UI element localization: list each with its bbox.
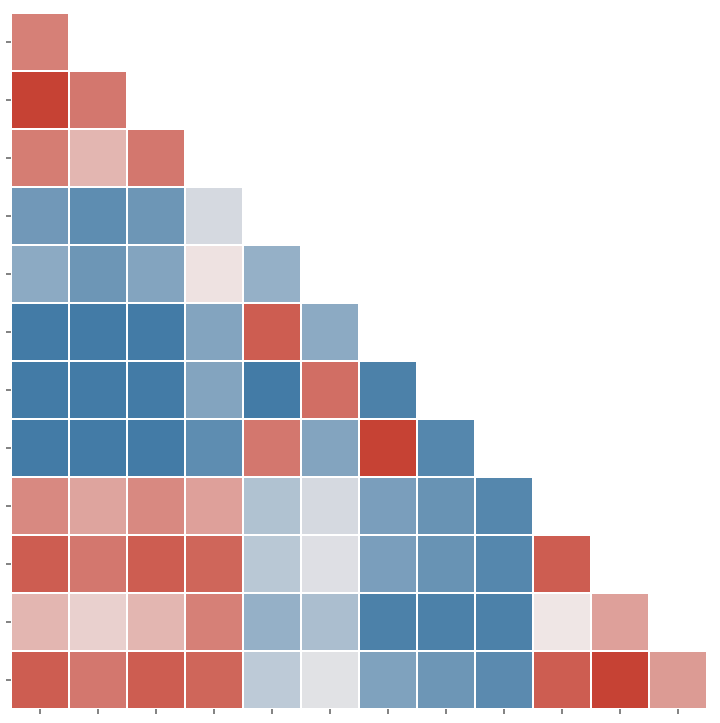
heatmap-cell-r6-c5 [242, 302, 302, 362]
heatmap-cell-r11-c6 [300, 592, 360, 652]
heatmap-cell-r5-c1 [10, 244, 70, 304]
heatmap-cell-r8-c3 [126, 418, 186, 478]
heatmap-cell-r11-c10 [532, 592, 592, 652]
heatmap-cell-r10-c5 [242, 534, 302, 594]
heatmap-cell-r10-c9 [474, 534, 534, 594]
heatmap-cell-r7-c5 [242, 360, 302, 420]
heatmap-cell-r4-c2 [68, 186, 128, 246]
heatmap-cell-r7-c6 [300, 360, 360, 420]
heatmap-cell-r7-c3 [126, 360, 186, 420]
heatmap-cell-r5-c2 [68, 244, 128, 304]
heatmap-cell-r3-c2 [68, 128, 128, 188]
heatmap-cell-r9-c7 [358, 476, 418, 536]
heatmap-cell-r7-c2 [68, 360, 128, 420]
heatmap-cell-r4-c3 [126, 186, 186, 246]
heatmap-cell-r8-c2 [68, 418, 128, 478]
heatmap-cell-r5-c4 [184, 244, 244, 304]
heatmap-cell-r4-c1 [10, 186, 70, 246]
heatmap-cell-r2-c2 [68, 70, 128, 130]
heatmap-cell-r12-c10 [532, 650, 592, 710]
heatmap-cell-r10-c3 [126, 534, 186, 594]
heatmap-cell-r12-c3 [126, 650, 186, 710]
heatmap-cell-r11-c7 [358, 592, 418, 652]
heatmap-cell-r3-c3 [126, 128, 186, 188]
heatmap-cell-r8-c5 [242, 418, 302, 478]
heatmap-cell-r5-c3 [126, 244, 186, 304]
heatmap-cell-r12-c2 [68, 650, 128, 710]
heatmap-cell-r12-c4 [184, 650, 244, 710]
heatmap-cell-r12-c7 [358, 650, 418, 710]
heatmap-cell-r10-c7 [358, 534, 418, 594]
heatmap-cell-r11-c4 [184, 592, 244, 652]
heatmap-cell-r10-c6 [300, 534, 360, 594]
heatmap-cells [10, 12, 708, 710]
heatmap-cell-r6-c3 [126, 302, 186, 362]
heatmap-cell-r9-c6 [300, 476, 360, 536]
heatmap-cell-r11-c8 [416, 592, 476, 652]
heatmap-cell-r11-c11 [590, 592, 650, 652]
heatmap-cell-r9-c4 [184, 476, 244, 536]
heatmap-cell-r6-c4 [184, 302, 244, 362]
heatmap-cell-r12-c8 [416, 650, 476, 710]
heatmap-cell-r11-c9 [474, 592, 534, 652]
heatmap-cell-r6-c2 [68, 302, 128, 362]
heatmap-cell-r9-c5 [242, 476, 302, 536]
heatmap-cell-r11-c3 [126, 592, 186, 652]
heatmap-cell-r11-c5 [242, 592, 302, 652]
y-axis-ticks [6, 41, 11, 681]
heatmap-cell-r8-c4 [184, 418, 244, 478]
heatmap-cell-r10-c2 [68, 534, 128, 594]
heatmap-cell-r7-c7 [358, 360, 418, 420]
heatmap-cell-r12-c11 [590, 650, 650, 710]
heatmap-cell-r8-c6 [300, 418, 360, 478]
heatmap-cell-r11-c1 [10, 592, 70, 652]
heatmap-cell-r10-c10 [532, 534, 592, 594]
heatmap-cell-r10-c1 [10, 534, 70, 594]
heatmap-cell-r1-c1 [10, 12, 70, 72]
heatmap-cell-r7-c4 [184, 360, 244, 420]
heatmap-cell-r9-c8 [416, 476, 476, 536]
heatmap-cell-r8-c8 [416, 418, 476, 478]
heatmap-cell-r9-c9 [474, 476, 534, 536]
heatmap-cell-r6-c6 [300, 302, 360, 362]
heatmap-cell-r7-c1 [10, 360, 70, 420]
heatmap-cell-r6-c1 [10, 302, 70, 362]
heatmap-cell-r12-c12 [648, 650, 708, 710]
heatmap-cell-r11-c2 [68, 592, 128, 652]
heatmap-cell-r4-c4 [184, 186, 244, 246]
heatmap-cell-r9-c3 [126, 476, 186, 536]
heatmap-cell-r12-c6 [300, 650, 360, 710]
heatmap-cell-r12-c1 [10, 650, 70, 710]
heatmap-cell-r2-c1 [10, 70, 70, 130]
x-axis-ticks [39, 709, 679, 714]
heatmap-cell-r9-c2 [68, 476, 128, 536]
heatmap-cell-r12-c5 [242, 650, 302, 710]
heatmap-cell-r9-c1 [10, 476, 70, 536]
heatmap-cell-r12-c9 [474, 650, 534, 710]
heatmap-cell-r8-c1 [10, 418, 70, 478]
heatmap-cell-r10-c4 [184, 534, 244, 594]
heatmap-cell-r8-c7 [358, 418, 418, 478]
heatmap-cell-r3-c1 [10, 128, 70, 188]
heatmap-cell-r5-c5 [242, 244, 302, 304]
heatmap-cell-r10-c8 [416, 534, 476, 594]
